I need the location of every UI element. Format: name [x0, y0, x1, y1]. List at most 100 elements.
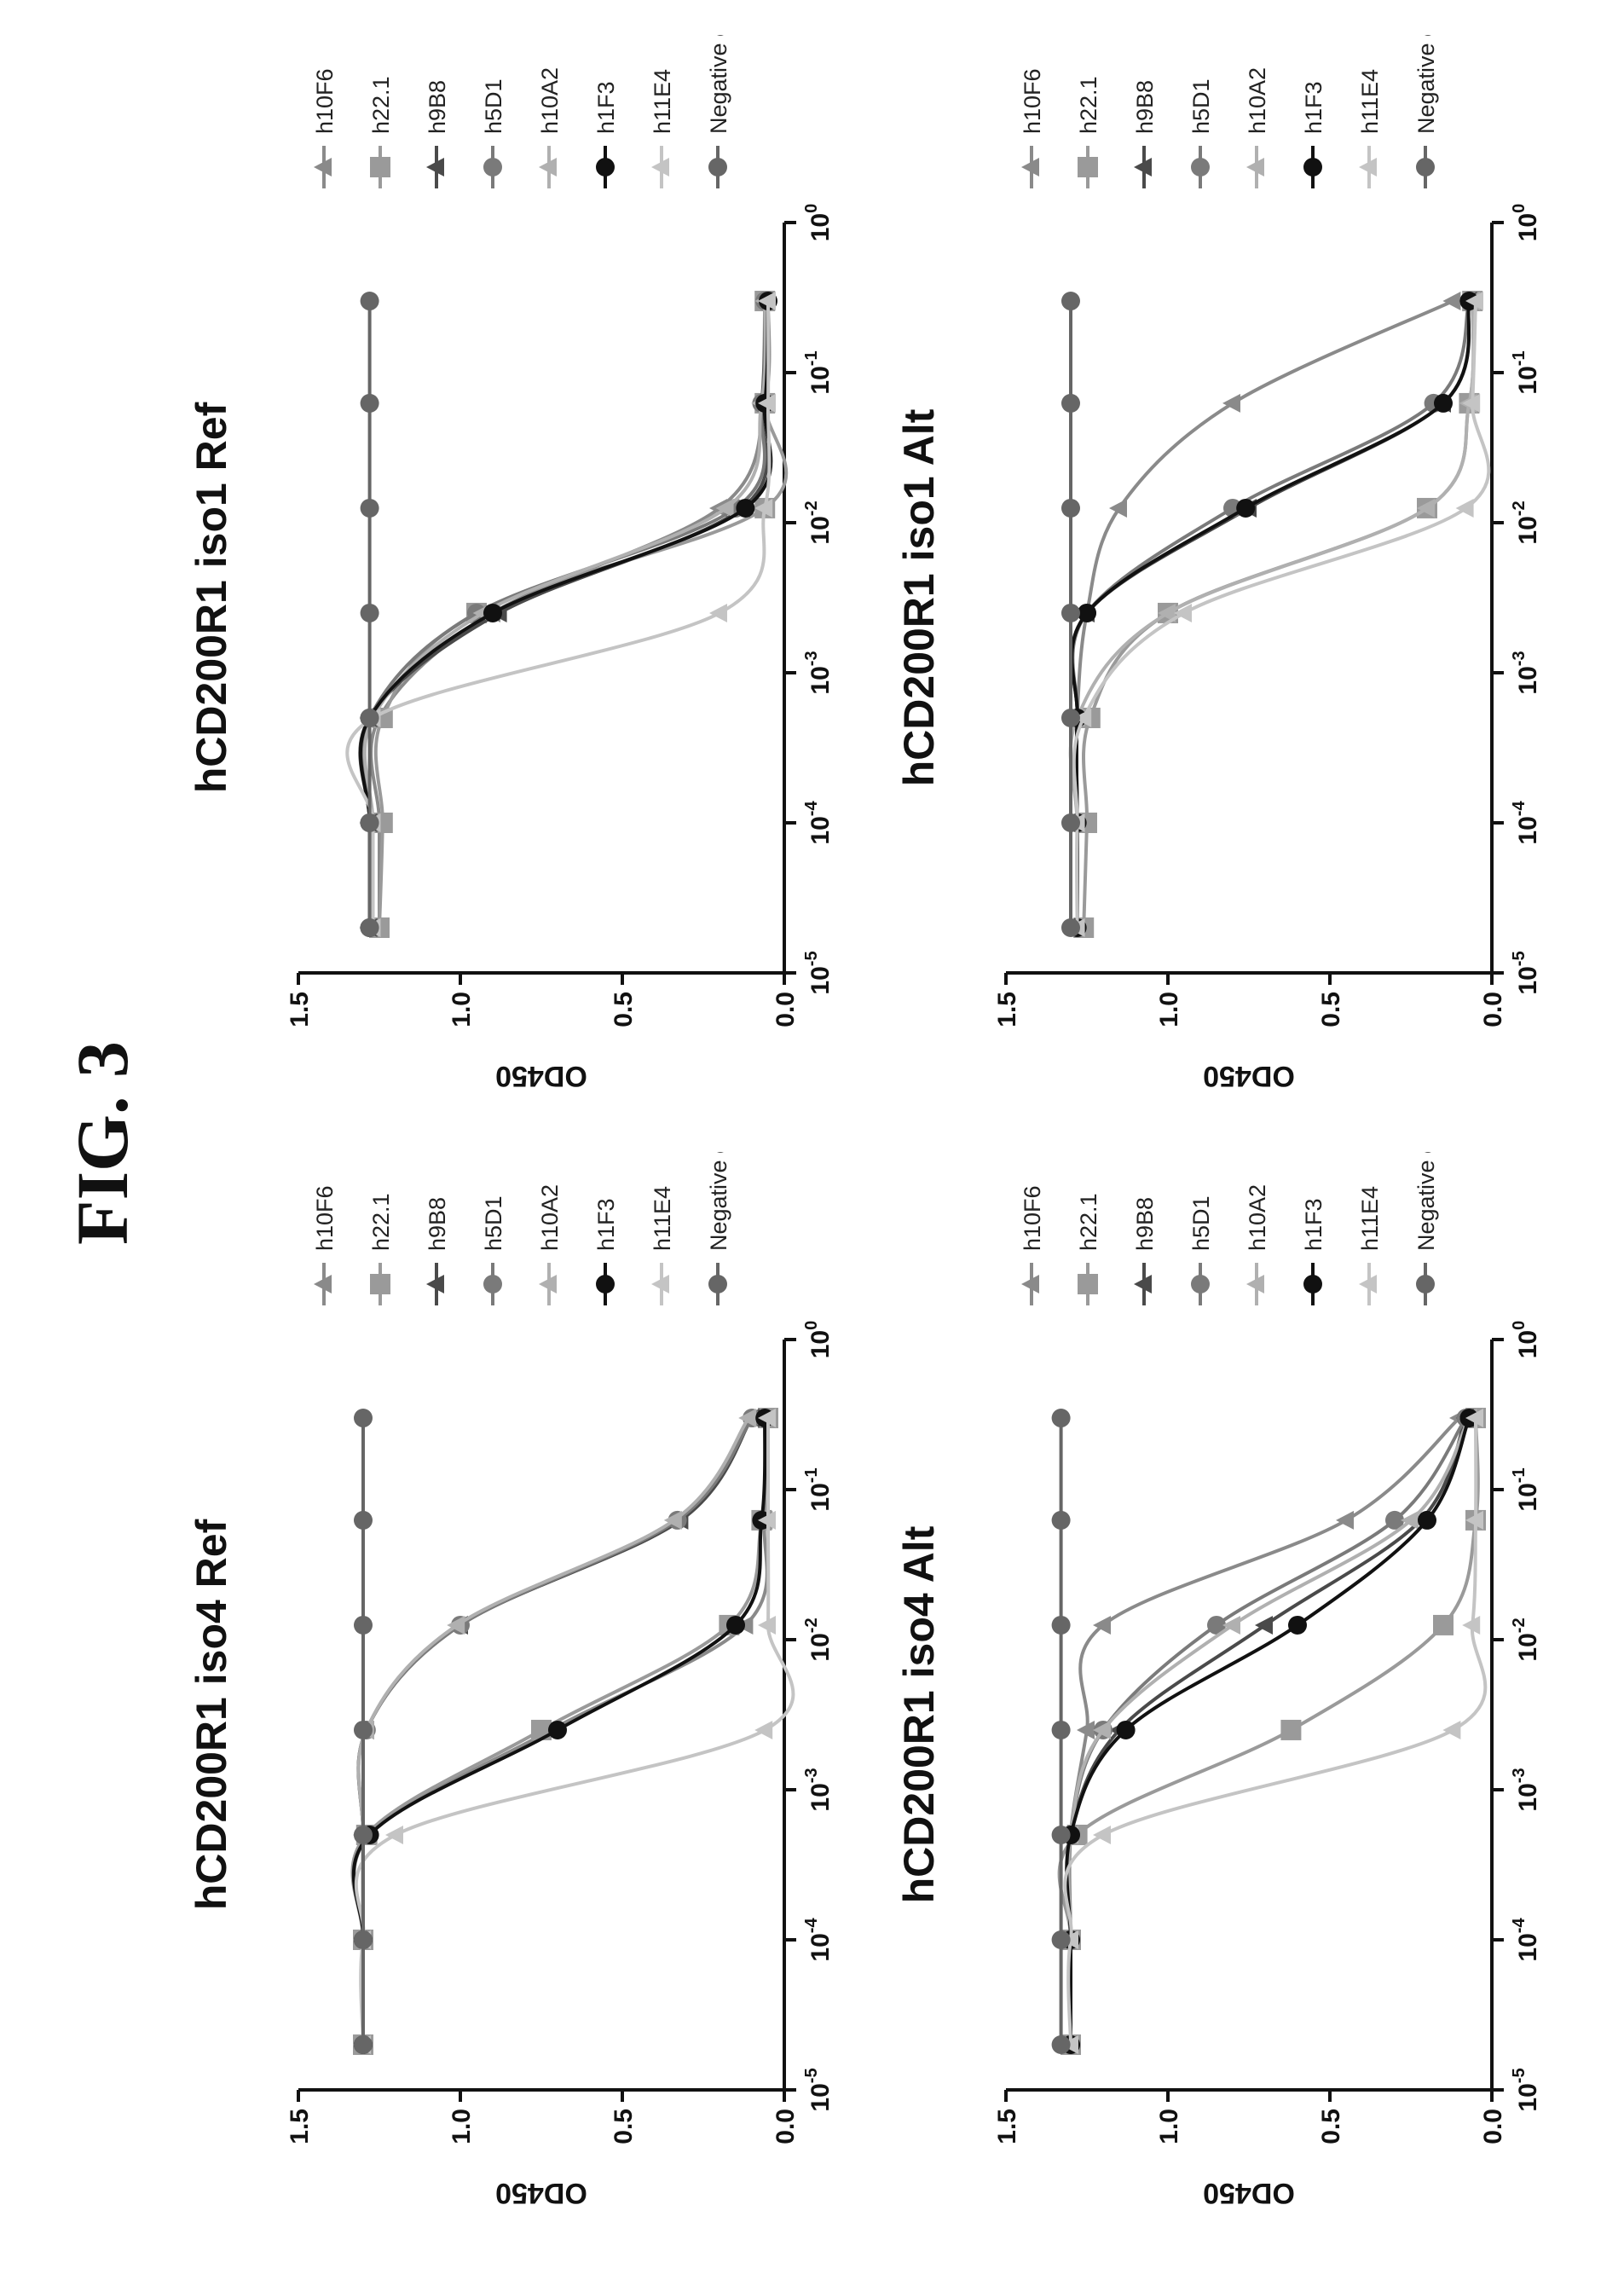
legend-label: h10A2: [1245, 67, 1270, 134]
point-h11e4: [758, 393, 776, 413]
chart-iso4-alt: hCD200R1 iso4 Alt 0.0 0.5 1.0 1.5 10-5 10-4 10-…: [895, 1152, 1560, 2209]
point-negative-control: [354, 1409, 373, 1428]
legend-label: h10A2: [537, 1184, 563, 1251]
series-h1f3: [351, 1409, 775, 2055]
series-h9b8: [358, 292, 773, 938]
point-h11e4: [754, 498, 773, 518]
y-tick-label: 1.0: [1155, 2109, 1183, 2144]
point-h10a2: [447, 1615, 465, 1635]
legend-label: h11E4: [650, 69, 675, 134]
y-axis-label: OD450: [1203, 1060, 1295, 1092]
legend-marker: [1191, 1275, 1210, 1293]
point-h1f3: [726, 1615, 745, 1635]
legend-marker: [539, 158, 557, 177]
point-negative-control: [360, 708, 379, 727]
x-tick-label: 10-2: [1510, 1618, 1542, 1661]
y-axis-label: OD450: [495, 1060, 587, 1092]
point-negative-control: [360, 393, 379, 413]
legend-marker: [1191, 158, 1210, 177]
series-h11e4: [353, 1409, 795, 2055]
legend: h10F6 h22.1 h9B8 h5D1 h10A2 h1F3 h11E4 Negative…: [1020, 1152, 1439, 1305]
legend-marker: [483, 1275, 502, 1293]
series-negative-control: [1061, 292, 1080, 938]
series-h1f3: [1067, 292, 1479, 938]
legend-item-h10f6: h10F6: [1020, 68, 1045, 188]
x-axis-label: Antibody [uM]: [1556, 501, 1560, 696]
point-negative-control: [1061, 393, 1080, 413]
point-h10f6: [1109, 498, 1127, 518]
legend-marker: [1246, 158, 1264, 177]
legend-item-h22-1: h22.1: [368, 1193, 394, 1305]
x-tick-label: 10-4: [802, 1918, 835, 1962]
legend-item-h5d1: h5D1: [481, 1195, 506, 1305]
chart-iso1-ref: hCD200R1 iso1 Ref 0.0 0.5 1.0 1.5 10-5 10-4 10-…: [188, 35, 852, 1092]
y-tick-label: 0.0: [772, 2109, 800, 2144]
series-h11e4: [1066, 292, 1491, 938]
point-h1f3: [548, 1720, 567, 1739]
x-tick-label: 10-1: [802, 1467, 835, 1511]
legend-marker: [370, 1274, 390, 1294]
x-tick-label: 10-3: [802, 651, 835, 694]
legend-item-h11e4: h11E4: [1357, 69, 1383, 188]
legend: h10F6 h22.1 h9B8 h5D1 h10A2 h1F3 h11E4 Negative…: [312, 1152, 731, 1305]
point-h10f6: [1093, 1615, 1111, 1635]
series-negative-control: [354, 1409, 373, 2055]
x-tick-label: 10-3: [1510, 651, 1542, 694]
y-tick-label: 0.5: [610, 992, 638, 1027]
point-negative-control: [1051, 1409, 1071, 1428]
legend-label: Negative control: [1413, 1152, 1439, 1251]
point-negative-control: [1051, 1510, 1071, 1530]
chart-title: hCD200R1 iso1 Alt: [895, 408, 943, 786]
legend-item-h1f3: h1F3: [1301, 1198, 1326, 1305]
point-h11e4: [1073, 708, 1092, 727]
legend-marker: [1078, 1274, 1098, 1294]
x-tick-label: 10-3: [802, 1768, 835, 1811]
legend-item-h10f6: h10F6: [1020, 1185, 1045, 1305]
point-h11e4: [1465, 292, 1483, 311]
legend-item-h9b8: h9B8: [425, 80, 450, 188]
legend-label: h1F3: [593, 1198, 619, 1251]
point-negative-control: [360, 292, 379, 311]
x-tick-label: 10-4: [802, 801, 835, 845]
legend-item-h10a2: h10A2: [537, 67, 563, 188]
legend: h10F6 h22.1 h9B8 h5D1 h10A2 h1F3 h11E4 Negative…: [1020, 35, 1439, 188]
legend-item-h5d1: h5D1: [481, 78, 506, 188]
x-tick-label: 10-4: [1510, 1918, 1542, 1962]
point-h1f3: [1236, 498, 1256, 518]
legend-item-negative-control: Negative control: [1413, 1152, 1439, 1305]
legend-item-h11e4: h11E4: [1357, 1186, 1383, 1305]
point-h11e4: [758, 1615, 776, 1635]
x-tick-label: 100: [1510, 1321, 1542, 1359]
legend-marker: [708, 1275, 727, 1293]
legend-label: h22.1: [368, 76, 394, 134]
legend-item-h1f3: h1F3: [1301, 81, 1326, 188]
chart-iso1-alt: hCD200R1 iso1 Alt 0.0 0.5 1.0 1.5 10-5 10-4 10-…: [895, 35, 1560, 1092]
point-negative-control: [1061, 292, 1080, 311]
legend-label: h10F6: [312, 1185, 338, 1251]
point-negative-control: [354, 1615, 373, 1635]
legend-item-h9b8: h9B8: [425, 1197, 450, 1305]
legend-label: h1F3: [1301, 81, 1326, 134]
legend-marker: [1078, 157, 1098, 177]
legend-marker: [1246, 1275, 1264, 1293]
line-h22-1: [1082, 300, 1476, 929]
line-h11e4: [1063, 1418, 1488, 2046]
legend-label: h10A2: [537, 67, 563, 134]
legend-marker: [1134, 158, 1152, 177]
point-h11e4: [709, 603, 727, 622]
legend-label: Negative control: [1413, 35, 1439, 134]
legend-item-h22-1: h22.1: [1076, 1193, 1101, 1305]
legend-label: h1F3: [593, 81, 619, 134]
point-h10f6: [1222, 393, 1240, 413]
x-axis-label: Antibody [uM]: [848, 1618, 852, 1813]
y-axis-label: OD450: [1203, 2177, 1295, 2209]
point-negative-control: [360, 918, 379, 938]
legend-item-h1f3: h1F3: [593, 81, 619, 188]
line-h10a2: [1068, 300, 1476, 929]
x-tick-label: 10-1: [1510, 1467, 1542, 1511]
point-h1f3: [1078, 603, 1096, 622]
point-negative-control: [1061, 813, 1080, 832]
legend-marker: [1359, 158, 1377, 177]
x-tick-label: 10-5: [802, 2068, 835, 2111]
point-h22-1: [1433, 1614, 1454, 1635]
